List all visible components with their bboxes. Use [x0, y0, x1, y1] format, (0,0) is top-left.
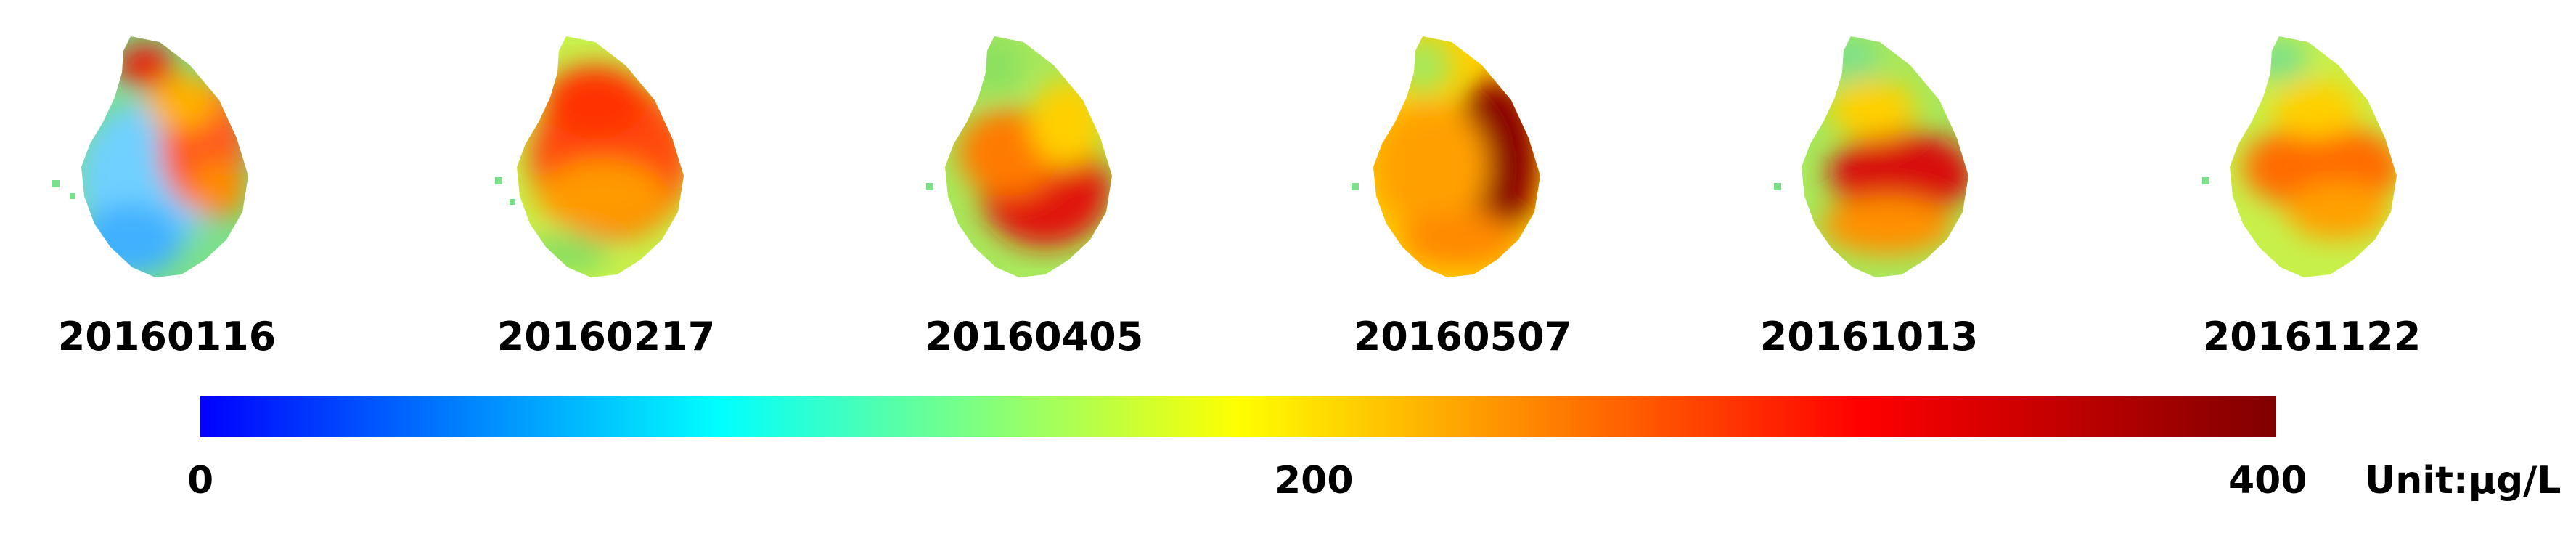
colorbar-tick-max: 400 [2228, 459, 2307, 503]
map-date-label-5: 20161013 [1759, 314, 1979, 359]
map-panel-3 [886, 22, 1147, 283]
lake-map-6 [2202, 36, 2397, 277]
lake-map-2 [495, 36, 684, 277]
map-panel-4 [1314, 22, 1575, 283]
colorbar-unit-label: Unit:µg/L [2365, 459, 2561, 503]
lake-map-5 [1774, 36, 1968, 277]
map-date-label-4: 20160507 [1353, 314, 1572, 359]
map-date-label-3: 20160405 [925, 314, 1144, 359]
map-date-label-1: 20160116 [57, 314, 277, 359]
map-panel-6 [2170, 22, 2432, 283]
lake-map-1 [52, 36, 248, 277]
colorbar-tick-min: 0 [187, 459, 214, 503]
map-panel-2 [457, 22, 719, 283]
map-panel-1 [22, 22, 283, 283]
colorbar-tick-mid: 200 [1275, 459, 1354, 503]
colorbar [200, 396, 2276, 437]
map-date-label-2: 20160217 [496, 314, 716, 359]
map-date-label-6: 20161122 [2202, 314, 2421, 359]
lake-map-3 [926, 36, 1112, 277]
map-panel-5 [1742, 22, 2003, 283]
lake-map-4 [1352, 36, 1540, 277]
